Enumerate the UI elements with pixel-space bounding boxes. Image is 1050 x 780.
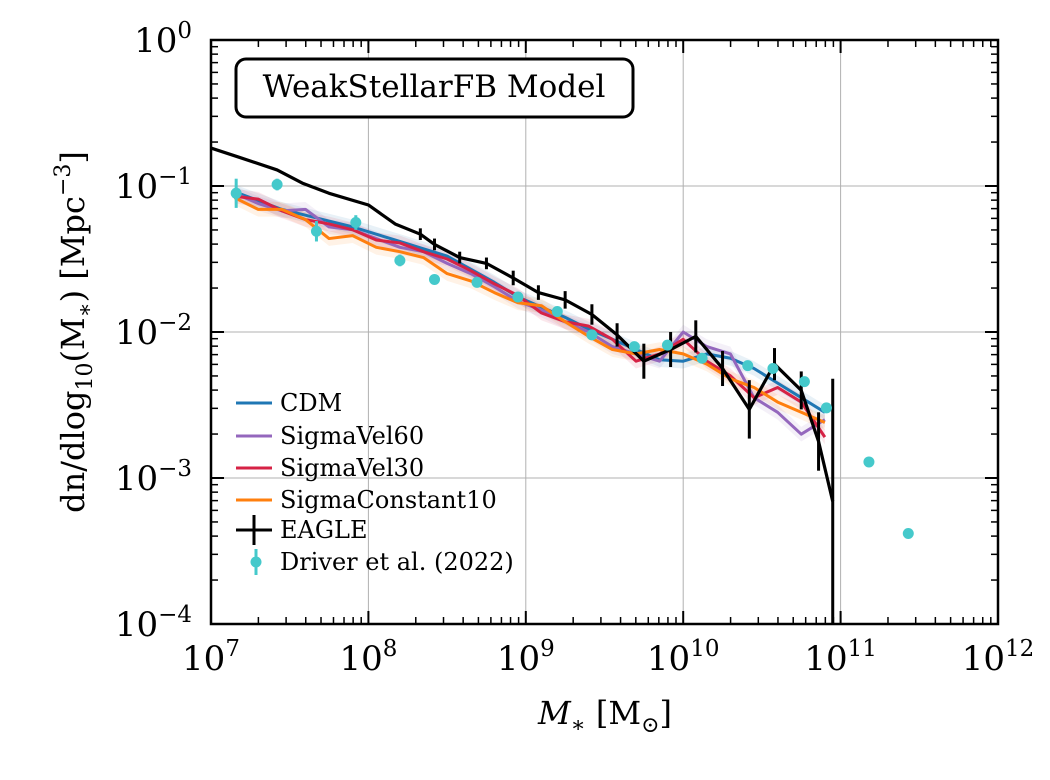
legend-item-eagle: EAGLE	[236, 515, 367, 545]
y-axis-label: dn/dlog10(M∗) [Mpc−3]	[51, 151, 98, 513]
legend-label: SigmaVel30	[280, 454, 424, 482]
driver-point	[661, 339, 673, 351]
legend-label: EAGLE	[280, 516, 367, 544]
x-tick-label: 108	[339, 636, 397, 679]
driver-point	[230, 187, 242, 199]
driver-point	[767, 363, 779, 374]
x-tick-label: 1012	[962, 636, 1035, 679]
driver-point	[696, 352, 708, 364]
title-box: WeakStellarFB Model	[234, 57, 635, 119]
band-sigmaconstant10	[234, 190, 825, 430]
driver-points	[230, 178, 914, 539]
line-cdm	[234, 190, 826, 414]
x-axis-label: M∗ [M⊙]	[537, 694, 672, 738]
legend-item-sigmaconstant10: SigmaConstant10	[236, 486, 497, 514]
legend-item-cdm: CDM	[236, 389, 342, 417]
x-tick-label: 1011	[804, 636, 877, 679]
driver-point	[429, 273, 441, 285]
legend-item-sigmavel30: SigmaVel30	[236, 454, 424, 482]
legend-item-sigmavel60: SigmaVel60	[236, 422, 424, 450]
y-tick-label: 10−3	[115, 456, 192, 499]
axis-ticks	[210, 39, 999, 625]
legend-swatch	[250, 556, 262, 568]
y-tick-label: 100	[134, 18, 192, 61]
driver-point	[350, 217, 362, 228]
driver-point	[586, 329, 598, 341]
legend-item-driver-et-al-2022: Driver et al. (2022)	[250, 548, 514, 576]
legend: CDM SigmaVel60 SigmaVel30 SigmaConstant10EA…	[236, 389, 514, 576]
grid-lines	[211, 40, 998, 624]
x-tick-label: 109	[497, 636, 555, 679]
legend-label: SigmaConstant10	[280, 486, 497, 514]
x-tick-label: 1010	[647, 636, 720, 679]
y-tick-label: 10−2	[115, 310, 192, 353]
driver-point	[902, 527, 914, 539]
legend-label: SigmaVel60	[280, 422, 424, 450]
driver-point	[471, 276, 483, 288]
driver-point	[628, 341, 640, 353]
chart-title: WeakStellarFB Model	[263, 69, 606, 105]
x-tick-label: 107	[182, 636, 240, 679]
driver-point	[310, 225, 322, 237]
tick-labels: 107 108 109 1010 1011 1012 10−4 10−3 10−2 10−1 100	[115, 18, 1034, 679]
driver-point	[512, 291, 524, 303]
driver-point	[394, 254, 406, 266]
legend-label: Driver et al. (2022)	[280, 548, 514, 576]
legend-label: CDM	[280, 389, 342, 417]
driver-point	[551, 306, 563, 318]
driver-point	[271, 179, 283, 191]
driver-point	[798, 376, 810, 388]
driver-point	[742, 360, 754, 372]
driver-point	[863, 456, 875, 468]
y-tick-label: 10−4	[115, 602, 192, 645]
y-tick-label: 10−1	[115, 164, 192, 207]
driver-point	[820, 402, 832, 414]
